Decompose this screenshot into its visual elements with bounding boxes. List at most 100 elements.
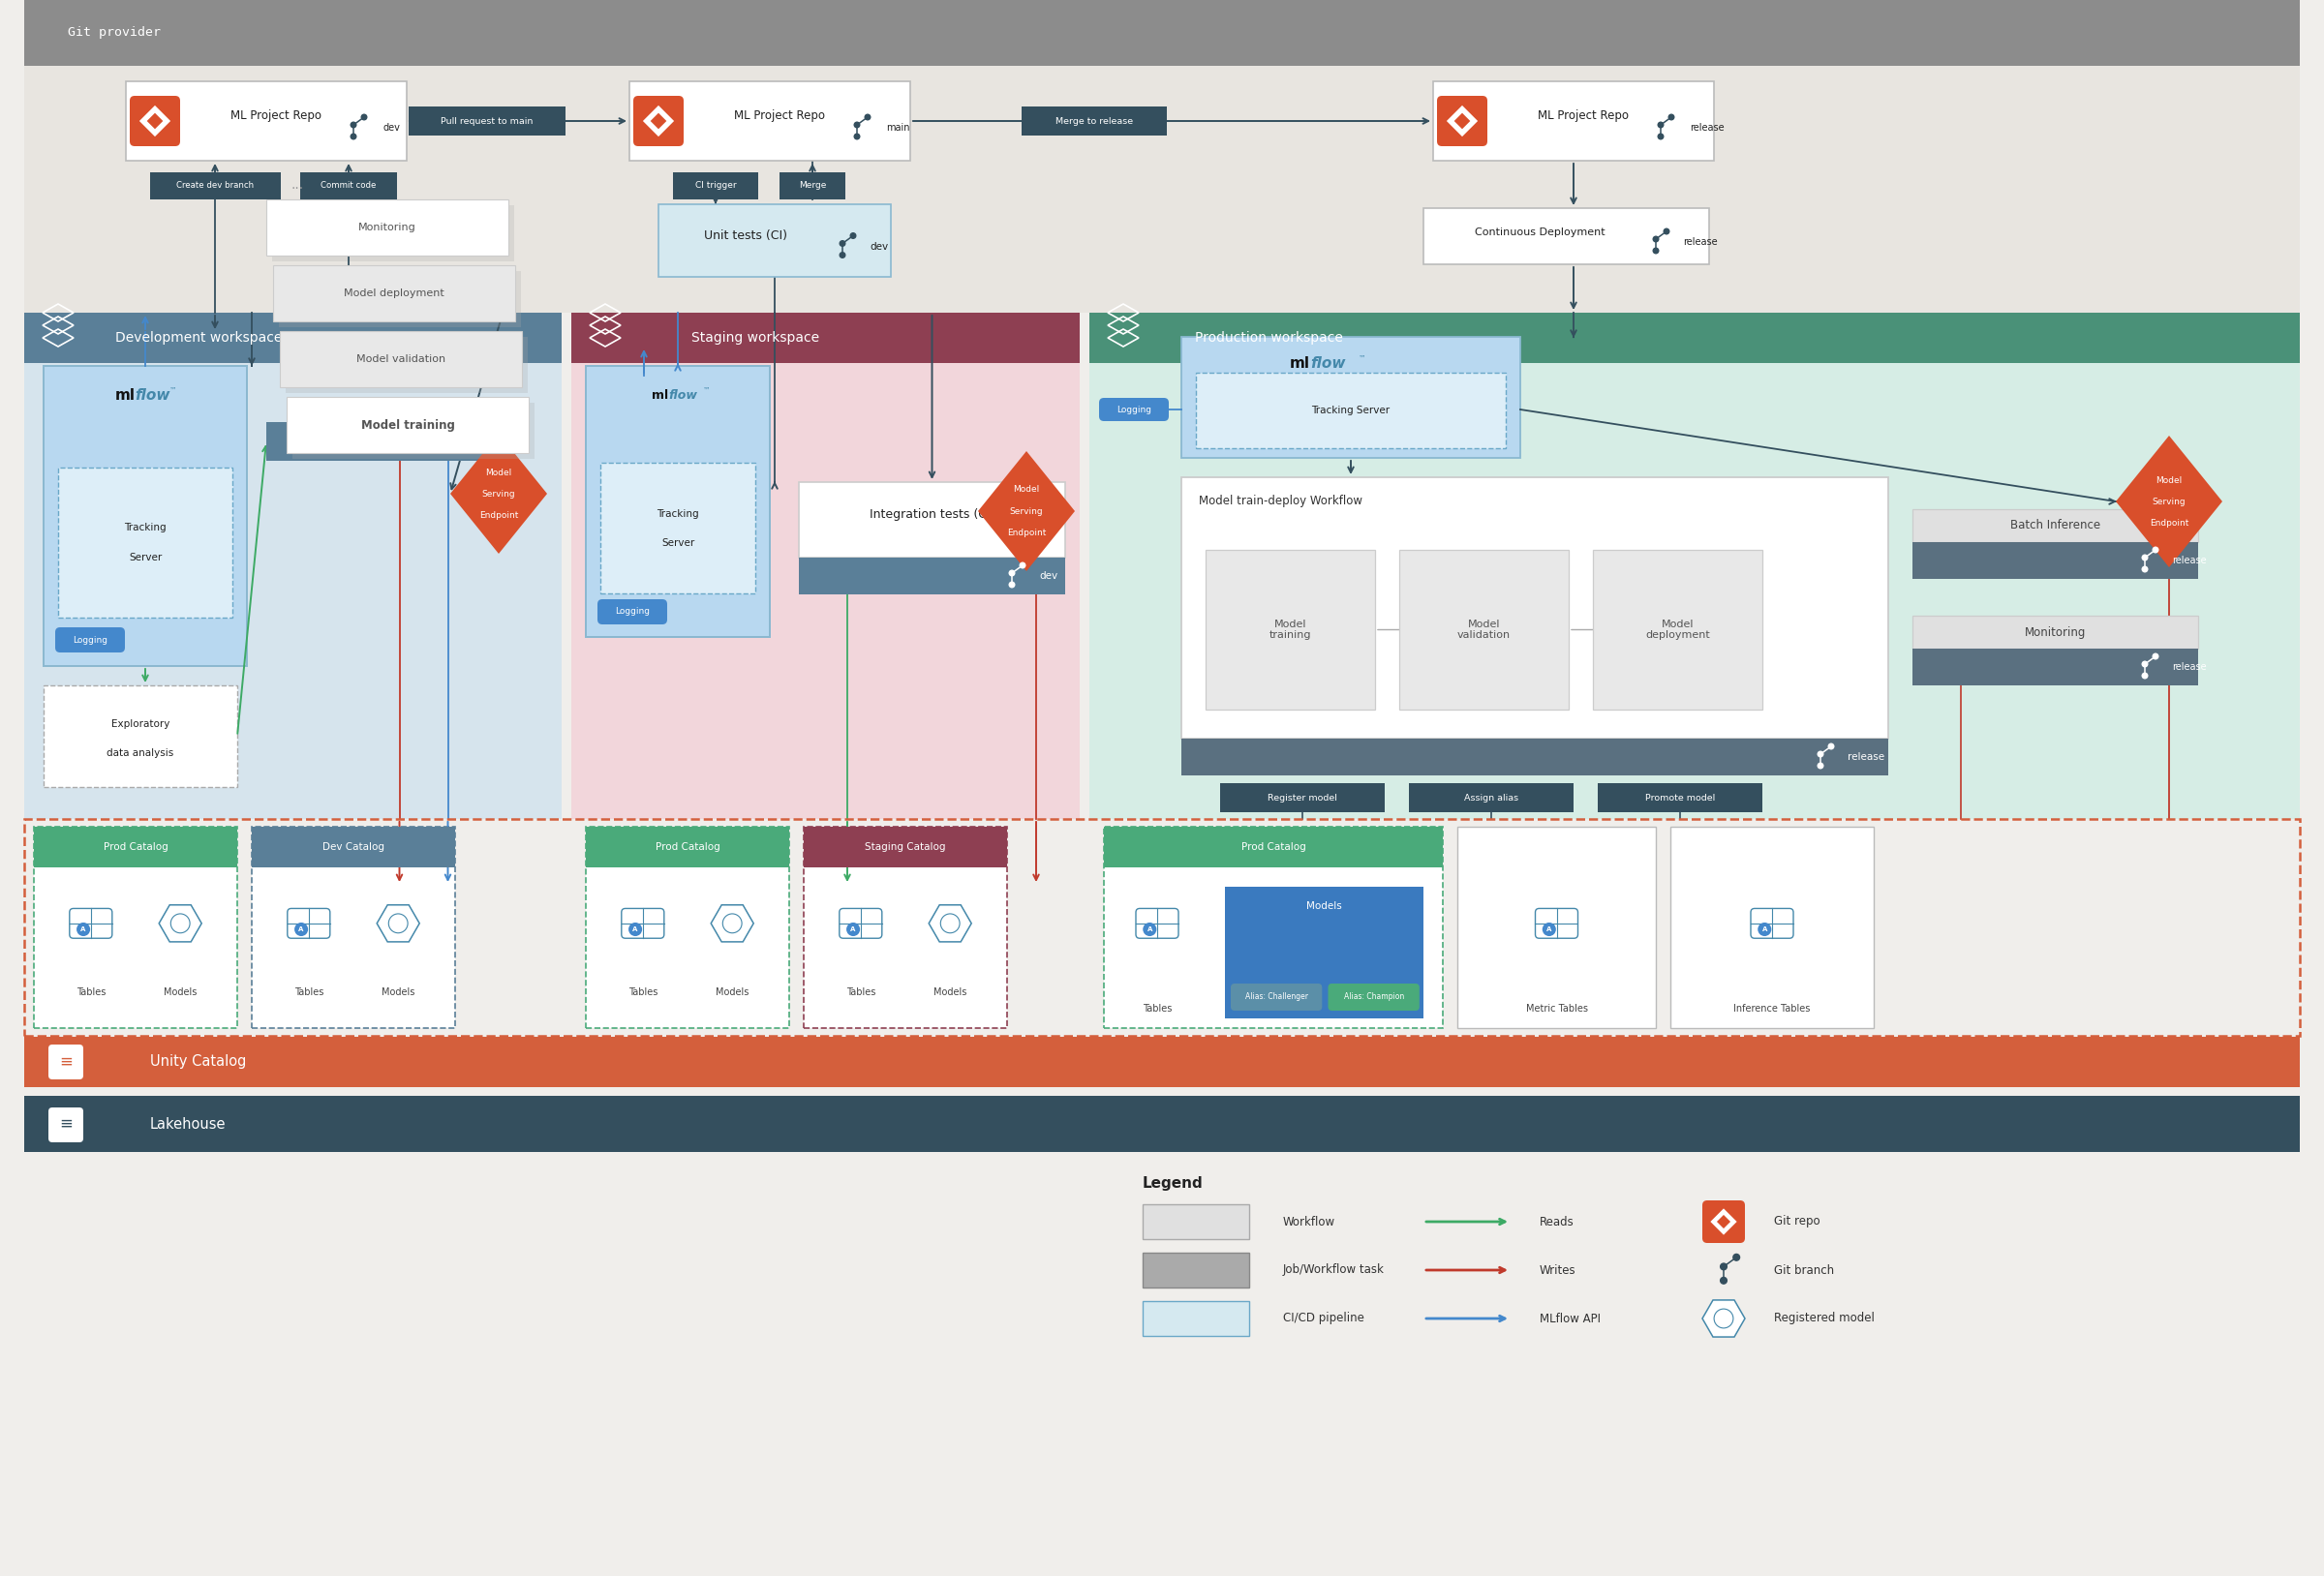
Circle shape — [846, 922, 860, 936]
Text: CI trigger: CI trigger — [695, 181, 737, 191]
Text: Endpoint: Endpoint — [2150, 519, 2189, 526]
Text: main: main — [885, 123, 909, 132]
Text: dev: dev — [869, 241, 888, 251]
Bar — [286, 397, 530, 452]
Text: ≡: ≡ — [58, 1116, 72, 1133]
Bar — [600, 463, 755, 594]
Text: flow: flow — [1311, 356, 1346, 372]
FancyBboxPatch shape — [130, 96, 181, 147]
Text: Tracking: Tracking — [123, 523, 167, 533]
Circle shape — [1657, 134, 1664, 139]
Text: Writes: Writes — [1541, 1264, 1576, 1277]
Text: Registered model: Registered model — [1773, 1313, 1875, 1325]
Text: A: A — [1545, 927, 1552, 933]
Circle shape — [1009, 571, 1016, 575]
Bar — [23, 1037, 2301, 1087]
Circle shape — [2152, 654, 2159, 659]
Text: Tracking: Tracking — [658, 509, 700, 519]
Polygon shape — [158, 905, 202, 942]
Circle shape — [851, 233, 855, 238]
Text: MLflow API: MLflow API — [1541, 1313, 1601, 1325]
Bar — [1913, 509, 2199, 542]
Text: release: release — [2173, 662, 2205, 671]
Circle shape — [449, 448, 453, 452]
Polygon shape — [711, 905, 753, 942]
Text: CI/CD pipeline: CI/CD pipeline — [1283, 1313, 1364, 1325]
Bar — [293, 403, 535, 459]
Text: Development workspace: Development workspace — [116, 331, 281, 345]
Text: flow: flow — [135, 388, 170, 402]
FancyBboxPatch shape — [49, 1108, 84, 1143]
Bar — [23, 312, 562, 820]
Text: Promote model: Promote model — [1645, 793, 1715, 802]
Text: Exploratory: Exploratory — [112, 719, 170, 730]
Circle shape — [839, 241, 846, 246]
Circle shape — [351, 123, 356, 128]
Text: Workflow: Workflow — [1283, 1215, 1336, 1228]
Text: Model validation: Model validation — [356, 355, 446, 364]
Circle shape — [2143, 566, 2147, 572]
Text: Model
training: Model training — [1269, 619, 1311, 640]
Polygon shape — [1455, 113, 1471, 129]
Text: Server: Server — [128, 552, 163, 563]
Text: ML Project Repo: ML Project Repo — [230, 109, 321, 121]
FancyBboxPatch shape — [1703, 1201, 1745, 1243]
Bar — [1181, 478, 1887, 739]
Circle shape — [2143, 662, 2147, 667]
Circle shape — [839, 252, 846, 258]
Text: Model train-deploy Workflow: Model train-deploy Workflow — [1199, 495, 1362, 507]
Bar — [274, 265, 516, 322]
Polygon shape — [1710, 1209, 1736, 1236]
Bar — [279, 271, 521, 328]
Bar — [572, 312, 1081, 820]
Circle shape — [855, 134, 860, 139]
Text: Model
deployment: Model deployment — [1645, 619, 1710, 640]
Bar — [1023, 107, 1167, 136]
Text: Tables: Tables — [77, 987, 105, 996]
Bar — [1913, 616, 2199, 649]
Circle shape — [1669, 115, 1673, 120]
Bar — [23, 1095, 2301, 1152]
Bar — [1592, 550, 1762, 709]
Text: Tables: Tables — [627, 987, 658, 996]
FancyBboxPatch shape — [621, 908, 665, 938]
Bar — [586, 827, 790, 867]
Bar — [1399, 550, 1569, 709]
Circle shape — [2143, 673, 2147, 678]
Circle shape — [1657, 123, 1664, 128]
Bar — [23, 820, 2301, 1035]
Text: Monitoring: Monitoring — [2024, 626, 2087, 638]
Text: Serving: Serving — [1009, 507, 1043, 515]
Bar — [267, 200, 509, 255]
Polygon shape — [1446, 106, 1478, 137]
Bar — [300, 172, 397, 200]
Bar — [1599, 783, 1762, 812]
Bar — [804, 827, 1006, 867]
Circle shape — [855, 123, 860, 128]
Text: ™: ™ — [170, 386, 177, 394]
Bar — [251, 827, 456, 867]
Bar — [1206, 550, 1376, 709]
Text: Batch Inference: Batch Inference — [2010, 520, 2101, 533]
Circle shape — [1817, 763, 1824, 769]
Polygon shape — [451, 433, 546, 553]
Bar — [1422, 208, 1708, 265]
Bar — [409, 107, 565, 136]
Text: Models: Models — [381, 987, 414, 996]
Text: Monitoring: Monitoring — [358, 222, 416, 232]
Text: Logging: Logging — [1116, 405, 1150, 414]
FancyBboxPatch shape — [49, 1045, 84, 1080]
Text: Staging Catalog: Staging Catalog — [865, 842, 946, 853]
Circle shape — [1817, 752, 1824, 756]
Circle shape — [1652, 236, 1659, 241]
Text: release: release — [1683, 236, 1717, 247]
Text: Assign alias: Assign alias — [1464, 793, 1518, 802]
Text: Models: Models — [934, 987, 967, 996]
Text: ™: ™ — [1360, 355, 1367, 362]
Text: Tracking Server: Tracking Server — [1311, 405, 1390, 416]
Polygon shape — [376, 905, 418, 942]
Text: A: A — [1148, 927, 1153, 933]
Text: Tables: Tables — [1143, 1004, 1171, 1013]
Circle shape — [1720, 1264, 1727, 1270]
Bar — [58, 468, 232, 618]
